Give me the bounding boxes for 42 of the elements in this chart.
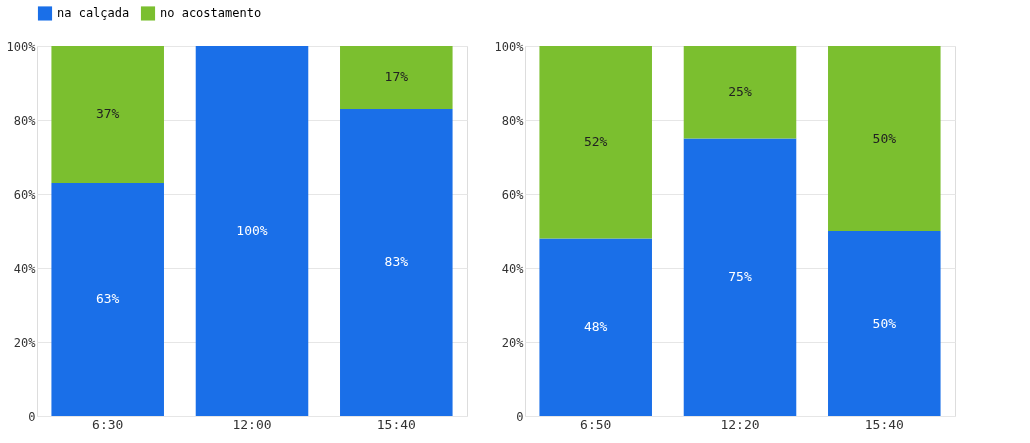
bar bbox=[828, 231, 941, 416]
data-label: 63% bbox=[95, 291, 120, 307]
x-tick-label: 15:40 bbox=[864, 416, 904, 432]
data-label: 25% bbox=[728, 84, 752, 100]
y-tick-label: 40% bbox=[501, 261, 525, 276]
data-label: 50% bbox=[872, 315, 897, 331]
y-tick-label: 80% bbox=[13, 113, 37, 128]
y-tick-label: 20% bbox=[501, 335, 525, 350]
data-label: 52% bbox=[583, 134, 608, 150]
bar bbox=[51, 46, 164, 183]
data-label: 17% bbox=[384, 69, 409, 85]
data-label: 48% bbox=[583, 319, 608, 335]
y-tick-label: 80% bbox=[501, 113, 525, 128]
bar bbox=[340, 46, 453, 109]
data-label: 83% bbox=[384, 254, 409, 270]
y-tick-label: 20% bbox=[13, 335, 37, 350]
bar bbox=[51, 182, 164, 416]
bar bbox=[539, 238, 652, 416]
y-tick-label: 40% bbox=[13, 261, 37, 276]
data-label: 100% bbox=[236, 223, 268, 238]
bar bbox=[195, 46, 309, 416]
y-tick-label: 100% bbox=[494, 39, 525, 54]
data-label: 37% bbox=[95, 106, 120, 122]
y-tick-label: 60% bbox=[501, 187, 525, 202]
legend-label: no acostamento bbox=[160, 6, 262, 21]
bar bbox=[683, 138, 797, 416]
x-tick-label: 12:20 bbox=[720, 416, 760, 432]
bar bbox=[828, 46, 941, 231]
x-tick-label: 12:00 bbox=[232, 416, 272, 432]
legend-label: na calçada bbox=[57, 6, 130, 21]
y-tick-label: 0 bbox=[516, 409, 524, 424]
y-tick-label: 100% bbox=[6, 39, 37, 54]
data-label: 75% bbox=[728, 269, 752, 285]
y-tick-label: 0 bbox=[28, 409, 36, 424]
bar bbox=[539, 46, 652, 239]
x-tick-label: 15:40 bbox=[376, 416, 416, 432]
bar bbox=[340, 108, 453, 416]
data-label: 50% bbox=[872, 130, 897, 146]
y-tick-label: 60% bbox=[13, 187, 37, 202]
bar bbox=[683, 46, 797, 139]
x-tick-label: 6:50 bbox=[580, 416, 612, 432]
x-tick-label: 6:30 bbox=[92, 416, 124, 432]
